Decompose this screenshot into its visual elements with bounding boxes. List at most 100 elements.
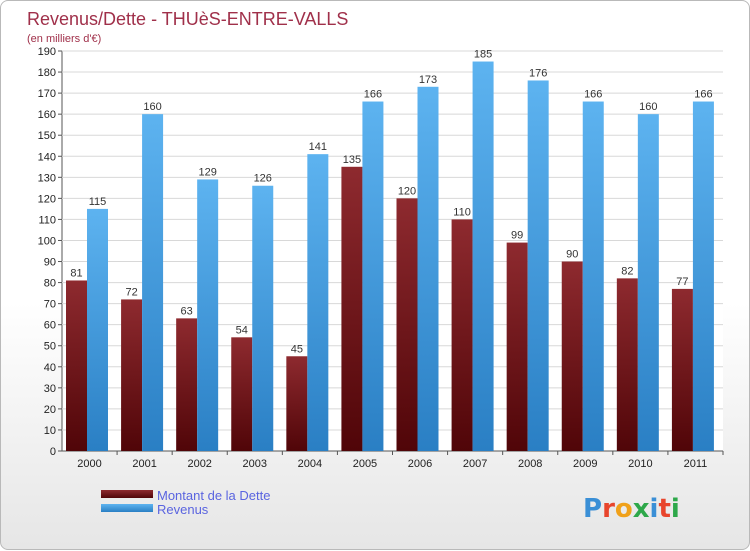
brand-logo-letter: P [583, 494, 602, 524]
x-tick-label: 2005 [353, 458, 377, 470]
brand-logo-text: Proxiti [583, 494, 680, 524]
bar-debt-2008 [506, 242, 528, 451]
x-tick-label: 2004 [298, 458, 322, 470]
x-tick-label: 2008 [518, 458, 542, 470]
brand-logo-letter: t [658, 494, 670, 524]
x-tick-label: 2010 [628, 458, 652, 470]
data-label-debt-2011: 77 [676, 276, 688, 288]
y-tick-label: 160 [38, 109, 56, 121]
data-label-revenus-2005: 166 [364, 89, 382, 101]
bar-debt-2010 [616, 278, 638, 451]
y-tick-label: 170 [38, 88, 56, 100]
data-label-revenus-2003: 126 [254, 173, 272, 185]
bar-revenus-2002 [197, 179, 219, 451]
y-tick-label: 150 [38, 130, 56, 142]
y-tick-label: 30 [44, 383, 56, 395]
y-axis-ticks: 0 10 20 30 40 50 60 70 80 90 100 110 120 130 140 150 160… [38, 46, 62, 458]
data-label-debt-2000: 81 [70, 267, 82, 279]
x-tick-label: 2003 [243, 458, 267, 470]
bar-revenus-2008 [527, 80, 549, 451]
y-tick-label: 90 [44, 257, 56, 269]
data-label-revenus-2006: 173 [419, 74, 437, 86]
y-tick-label: 190 [38, 46, 56, 58]
x-tick-label: 2002 [187, 458, 211, 470]
data-label-debt-2008: 99 [511, 230, 523, 242]
y-tick-label: 10 [44, 425, 56, 437]
bar-debt-2002 [176, 318, 198, 451]
y-tick-label: 130 [38, 172, 56, 184]
bar-revenus-2005 [362, 101, 384, 452]
y-tick-label: 20 [44, 404, 56, 416]
legend-swatch-debt [101, 490, 153, 498]
legend-label-debt: Montant de la Dette [157, 488, 270, 503]
chart-subtitle: (en milliers d'€) [27, 33, 101, 45]
data-label-debt-2009: 90 [566, 249, 578, 261]
data-label-revenus-2004: 141 [309, 141, 327, 153]
data-label-debt-2006: 120 [398, 185, 416, 197]
plot-background [61, 51, 723, 452]
brand-logo-letter: i [671, 494, 680, 524]
bar-debt-2001 [121, 299, 143, 451]
x-tick-label: 2007 [463, 458, 487, 470]
bar-revenus-2000 [87, 208, 108, 451]
bar-revenus-2010 [637, 114, 659, 451]
y-tick-label: 70 [44, 299, 56, 311]
data-label-revenus-2000: 115 [89, 196, 107, 208]
data-label-debt-2007: 110 [453, 206, 471, 218]
data-label-revenus-2001: 160 [143, 101, 161, 113]
bar-revenus-2003 [252, 185, 274, 451]
data-label-debt-2001: 72 [125, 286, 137, 298]
data-label-debt-2010: 82 [621, 265, 633, 277]
legend-label-revenus: Revenus [157, 502, 209, 517]
bar-revenus-2004 [307, 154, 329, 451]
data-label-debt-2004: 45 [291, 343, 303, 355]
y-tick-label: 120 [38, 193, 56, 205]
bar-debt-2009 [561, 261, 583, 451]
data-label-revenus-2010: 160 [639, 101, 657, 113]
x-tick-label: 2006 [408, 458, 432, 470]
data-label-revenus-2011: 166 [694, 89, 712, 101]
plot-area [62, 51, 723, 451]
y-tick-label: 80 [44, 278, 56, 290]
legend-swatch-revenus [101, 504, 153, 512]
y-tick-label: 140 [38, 151, 56, 163]
y-tick-label: 0 [50, 446, 56, 458]
bar-debt-2006 [396, 198, 418, 451]
bar-revenus-2001 [142, 114, 164, 451]
bar-revenus-2009 [582, 101, 604, 452]
bar-debt-2011 [671, 288, 693, 451]
data-label-debt-2005: 135 [343, 154, 361, 166]
x-tick-label: 2000 [77, 458, 101, 470]
y-tick-label: 60 [44, 320, 56, 332]
bar-debt-2003 [231, 337, 253, 451]
x-tick-label: 2009 [573, 458, 597, 470]
brand-logo-letter: o [615, 494, 633, 524]
bar-revenus-2007 [472, 61, 494, 452]
bar-revenus-2011 [692, 101, 714, 452]
brand-logo-letter: x [633, 494, 650, 524]
bar-debt-2007 [451, 219, 473, 451]
bar-revenus-2006 [417, 86, 439, 451]
y-tick-label: 50 [44, 341, 56, 353]
brand-logo: Proxiti [583, 494, 680, 524]
data-label-revenus-2007: 185 [474, 49, 492, 61]
legend: Montant de la Dette Revenus [101, 488, 270, 517]
y-tick-label: 180 [38, 67, 56, 79]
data-label-revenus-2009: 166 [584, 89, 602, 101]
x-tick-label: 2011 [684, 458, 708, 470]
brand-logo-letter: r [602, 494, 615, 524]
x-axis-ticks: 2000 2001 2002 2003 2004 2005 2006 2007 2008 2009… [77, 451, 724, 470]
bar-debt-2004 [286, 356, 308, 451]
y-tick-label: 40 [44, 362, 56, 374]
bar-debt-2000 [66, 280, 87, 451]
y-tick-label: 110 [38, 214, 56, 226]
data-label-debt-2003: 54 [236, 324, 248, 336]
gridlines [62, 50, 723, 431]
data-label-revenus-2008: 176 [529, 67, 547, 79]
brand-logo-letter: i [650, 494, 659, 524]
chart-title: Revenus/Dette - THUèS-ENTRE-VALLS [27, 9, 348, 29]
x-tick-label: 2001 [132, 458, 156, 470]
bars: 81 115 72 160 63 129 54 126 45 141 135 166 120 173 110… [66, 49, 714, 452]
bar-debt-2005 [341, 166, 363, 451]
